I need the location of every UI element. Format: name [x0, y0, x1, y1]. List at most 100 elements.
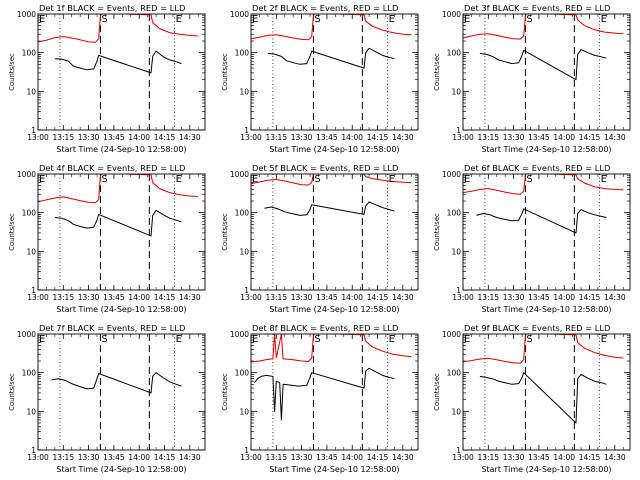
y-tick-label: 10 — [239, 247, 249, 256]
marker-s: S — [101, 14, 107, 25]
x-tick-label: 13:45 — [103, 133, 125, 142]
x-axis-label: Start Time (24-Sep-10 12:58:00) — [269, 145, 399, 154]
y-tick-label: 1000 — [442, 330, 461, 339]
marker-e: E — [389, 174, 395, 185]
events-series-line — [254, 367, 395, 421]
y-axis-label: Counts/sec — [221, 373, 229, 411]
x-tick-label: 13:45 — [316, 133, 338, 142]
x-tick-label: 13:30 — [78, 453, 100, 462]
events-series-line — [54, 50, 182, 74]
marker-e: E — [252, 174, 258, 185]
x-axis-label: Start Time (24-Sep-10 12:58:00) — [56, 145, 186, 154]
x-tick-label: 13:30 — [78, 293, 100, 302]
marker-e: E — [39, 14, 45, 25]
y-axis-label: Counts/sec — [8, 213, 16, 251]
x-tick-label: 14:30 — [604, 453, 626, 462]
x-tick-label: 13:30 — [291, 453, 313, 462]
x-tick-label: 13:45 — [528, 453, 550, 462]
x-tick-label: 13:45 — [103, 453, 125, 462]
y-tick-label: 10 — [451, 87, 461, 96]
events-series-line — [479, 372, 607, 424]
lld-series-line — [251, 14, 412, 41]
y-axis-label: Counts/sec — [433, 373, 441, 411]
y-axis-label: Counts/sec — [433, 53, 441, 91]
y-tick-label: 10 — [26, 87, 36, 96]
x-tick-label: 14:15 — [154, 293, 176, 302]
lld-series-line — [463, 174, 624, 195]
y-tick-label: 1 — [31, 126, 36, 135]
y-tick-label: 1 — [31, 446, 36, 455]
marker-s: S — [314, 14, 320, 25]
x-tick-label: 14:00 — [128, 293, 150, 302]
x-tick-label: 14:30 — [179, 453, 201, 462]
x-tick-label: 13:30 — [291, 133, 313, 142]
lld-series-line — [38, 14, 199, 43]
x-tick-label: 14:00 — [553, 293, 575, 302]
marker-s: S — [526, 174, 532, 185]
events-series-line — [267, 47, 395, 69]
x-tick-label: 14:00 — [128, 453, 150, 462]
x-tick-label: 13:30 — [503, 293, 525, 302]
y-tick-label: 10 — [26, 247, 36, 256]
y-tick-label: 100 — [22, 49, 37, 58]
plot-frame — [462, 173, 631, 291]
plot-frame — [250, 173, 419, 291]
x-axis-label: Start Time (24-Sep-10 12:58:00) — [269, 465, 399, 474]
x-tick-label: 14:30 — [179, 133, 201, 142]
marker-e: E — [389, 334, 395, 345]
x-tick-label: 13:00 — [27, 133, 49, 142]
panel-title: Det 8f BLACK = Events, RED = LLD — [252, 323, 398, 333]
x-tick-label: 14:30 — [392, 133, 414, 142]
x-tick-label: 13:00 — [240, 133, 262, 142]
detector-panel-5: Det 5f BLACK = Events, RED = LLD Counts/s… — [221, 163, 419, 314]
y-tick-label: 100 — [447, 369, 462, 378]
lld-series-line — [463, 14, 624, 40]
panel-title: Det 9f BLACK = Events, RED = LLD — [464, 323, 610, 333]
y-axis-label: Counts/sec — [8, 373, 16, 411]
y-tick-label: 1000 — [17, 330, 36, 339]
marker-e: E — [252, 334, 258, 345]
x-tick-label: 13:00 — [240, 293, 262, 302]
x-tick-label: 13:00 — [27, 453, 49, 462]
y-tick-label: 10 — [451, 247, 461, 256]
detector-panel-3: Det 3f BLACK = Events, RED = LLD Counts/s… — [433, 3, 631, 154]
x-axis-label: Start Time (24-Sep-10 12:58:00) — [56, 305, 186, 314]
x-tick-label: 14:00 — [341, 293, 363, 302]
marker-e: E — [464, 14, 470, 25]
x-tick-label: 13:15 — [265, 453, 287, 462]
y-axis-label: Counts/sec — [221, 213, 229, 251]
marker-e: E — [39, 174, 45, 185]
y-tick-label: 10 — [26, 407, 36, 416]
x-tick-label: 13:45 — [528, 133, 550, 142]
y-tick-label: 100 — [235, 49, 250, 58]
x-tick-label: 14:00 — [128, 133, 150, 142]
plot-frame — [37, 173, 206, 291]
x-tick-label: 13:00 — [452, 293, 474, 302]
plot-frame — [250, 333, 419, 451]
x-tick-label: 14:30 — [392, 293, 414, 302]
x-axis-label: Start Time (24-Sep-10 12:58:00) — [481, 465, 611, 474]
marker-s: S — [314, 334, 320, 345]
y-tick-label: 10 — [451, 407, 461, 416]
detector-panel-8: Det 8f BLACK = Events, RED = LLD Counts/s… — [221, 323, 419, 474]
y-axis-label: Counts/sec — [433, 213, 441, 251]
x-tick-label: 13:15 — [265, 293, 287, 302]
marker-s: S — [526, 334, 532, 345]
marker-e: E — [252, 14, 258, 25]
x-tick-label: 13:15 — [52, 453, 74, 462]
events-series-line — [476, 208, 607, 234]
x-tick-label: 14:15 — [367, 133, 389, 142]
x-tick-label: 13:00 — [452, 453, 474, 462]
x-tick-label: 13:30 — [78, 133, 100, 142]
y-tick-label: 100 — [235, 369, 250, 378]
detector-panel-4: Det 4f BLACK = Events, RED = LLD Counts/s… — [8, 163, 206, 314]
x-tick-label: 13:45 — [316, 293, 338, 302]
lld-series-line — [463, 334, 624, 364]
x-tick-label: 13:00 — [452, 133, 474, 142]
plot-frame — [37, 13, 206, 131]
events-series-line — [51, 372, 182, 394]
marker-e: E — [176, 174, 182, 185]
x-tick-label: 14:30 — [392, 453, 414, 462]
y-tick-label: 1000 — [442, 10, 461, 19]
x-tick-label: 13:15 — [52, 293, 74, 302]
